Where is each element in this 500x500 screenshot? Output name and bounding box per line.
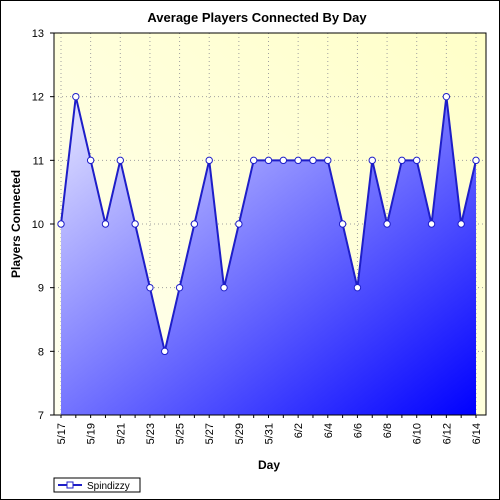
data-point xyxy=(249,156,258,165)
data-point xyxy=(131,220,139,228)
x-tick-label: 5/25 xyxy=(175,423,187,444)
data-point xyxy=(442,92,451,101)
x-tick-label: 5/21 xyxy=(115,423,127,444)
data-point xyxy=(205,156,213,165)
data-point xyxy=(353,283,362,292)
data-point xyxy=(235,220,243,228)
data-point xyxy=(294,156,302,165)
y-tick-label: 7 xyxy=(38,410,44,422)
legend-swatch-marker xyxy=(66,481,74,489)
x-tick-label: 6/4 xyxy=(323,423,335,438)
x-tick-label: 5/27 xyxy=(204,423,216,444)
legend-label-spindizzy: Spindizzy xyxy=(87,481,130,492)
data-point xyxy=(472,156,480,165)
data-point xyxy=(161,347,169,356)
y-tick-label: 13 xyxy=(32,28,44,40)
legend: Spindizzy xyxy=(53,477,141,493)
series-markers xyxy=(57,92,480,356)
data-point xyxy=(413,156,421,165)
x-tick-label: 5/17 xyxy=(56,423,68,444)
x-tick-label: 6/8 xyxy=(382,423,394,438)
x-tick-label: 6/10 xyxy=(412,423,424,444)
data-point xyxy=(309,156,317,165)
data-point xyxy=(72,92,80,101)
x-tick-label: 5/29 xyxy=(234,423,246,444)
y-tick-label: 11 xyxy=(33,155,44,167)
data-point xyxy=(57,220,65,228)
x-axis: 5/17 5/19 5/21 5/23 5/25 5/27 5/29 5/31 6/2 6/4 6/… xyxy=(56,415,483,444)
chart-title: Average Players Connected By Day xyxy=(147,10,367,25)
x-tick-label: 6/2 xyxy=(293,423,305,438)
y-tick-label: 9 xyxy=(38,283,44,295)
y-tick-label: 8 xyxy=(38,346,44,358)
y-axis: 7 8 9 10 11 12 13 xyxy=(32,28,54,422)
data-point xyxy=(190,220,199,228)
data-point xyxy=(427,220,436,228)
x-tick-label: 5/23 xyxy=(145,423,157,444)
data-point xyxy=(368,156,376,165)
data-point xyxy=(86,156,95,165)
data-point xyxy=(175,283,184,292)
data-point xyxy=(279,156,288,165)
y-tick-label: 10 xyxy=(32,219,44,231)
x-tick-label: 5/19 xyxy=(86,423,98,444)
data-point xyxy=(398,156,406,165)
data-point xyxy=(324,156,332,165)
data-point xyxy=(146,283,154,292)
data-point xyxy=(116,156,124,165)
series-area-spindizzy xyxy=(61,96,476,416)
y-tick-label: 12 xyxy=(32,92,44,104)
data-point xyxy=(457,220,465,228)
x-tick-label: 6/12 xyxy=(441,423,453,444)
data-point xyxy=(220,283,228,292)
x-tick-label: 5/31 xyxy=(264,423,276,444)
x-axis-title: Day xyxy=(258,458,280,472)
legend-box xyxy=(53,477,141,493)
data-point xyxy=(383,220,391,228)
data-point xyxy=(264,156,273,165)
x-tick-label: 6/14 xyxy=(471,423,483,444)
y-axis-title: Players Connected xyxy=(9,170,23,278)
data-point xyxy=(338,220,347,228)
x-tick-label: 6/6 xyxy=(352,423,364,438)
data-point xyxy=(101,220,110,228)
